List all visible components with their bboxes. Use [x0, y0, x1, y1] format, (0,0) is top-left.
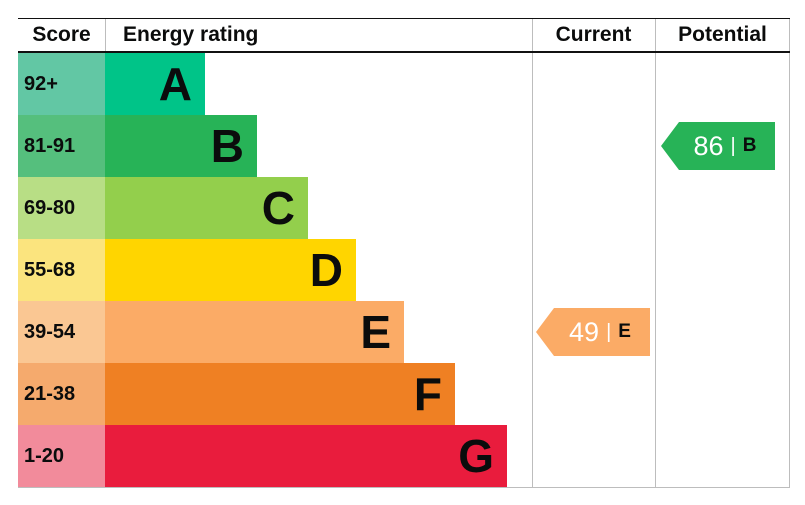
band-row-b: 81-91 B: [18, 115, 790, 177]
header-energy-rating: Energy rating: [123, 23, 259, 46]
band-letter: C: [261, 182, 295, 234]
band-score-range: 21-38: [18, 363, 105, 425]
band-score-range: 81-91: [18, 115, 105, 177]
band-score-range: 69-80: [18, 177, 105, 239]
band-letter: A: [158, 58, 192, 110]
band-row-g: 1-20 G: [18, 425, 790, 487]
band-row-f: 21-38 F: [18, 363, 790, 425]
band-letter: B: [210, 120, 244, 172]
band-bar: B: [105, 115, 257, 177]
header-potential: Potential: [678, 23, 767, 46]
band-bar: G: [105, 425, 507, 487]
column-divider-right: [789, 19, 790, 487]
potential-arrow-icon: 86 | B: [661, 122, 775, 170]
band-row-e: 39-54 E: [18, 301, 790, 363]
column-divider-potential: [655, 19, 656, 487]
band-letter: F: [413, 368, 442, 420]
band-score-range: 55-68: [18, 239, 105, 301]
band-letter: E: [360, 306, 391, 358]
potential-rating-marker: 86 | B: [661, 122, 775, 170]
band-bar: A: [105, 53, 205, 115]
current-separator: |: [606, 320, 612, 343]
table-header: Score Energy rating Current Potential: [18, 19, 790, 53]
band-row-d: 55-68 D: [18, 239, 790, 301]
band-score-range: 1-20: [18, 425, 105, 487]
current-value: 49: [569, 316, 600, 347]
current-letter: E: [618, 321, 631, 342]
header-current: Current: [555, 23, 632, 46]
current-arrow-icon: 49 | E: [536, 308, 650, 356]
band-bar: F: [105, 363, 455, 425]
band-row-c: 69-80 C: [18, 177, 790, 239]
header-score: Score: [32, 23, 91, 46]
current-rating-marker: 49 | E: [536, 308, 650, 356]
column-divider-current: [532, 19, 533, 487]
potential-letter: B: [742, 135, 757, 156]
band-letter: D: [309, 244, 343, 296]
band-rows: 92+ A 81-91 B 69-80 C 55-68 D 39-54 E 21-38 F 1-20 G: [18, 53, 790, 487]
potential-value: 86: [693, 130, 724, 161]
band-row-a: 92+ A: [18, 53, 790, 115]
band-bar: E: [105, 301, 404, 363]
epc-table: Score Energy rating Current Potential 92…: [18, 18, 790, 488]
band-score-range: 39-54: [18, 301, 105, 363]
band-score-range: 92+: [18, 53, 105, 115]
band-bar: D: [105, 239, 356, 301]
potential-separator: |: [730, 134, 736, 157]
band-bar: C: [105, 177, 308, 239]
band-letter: G: [458, 430, 494, 482]
